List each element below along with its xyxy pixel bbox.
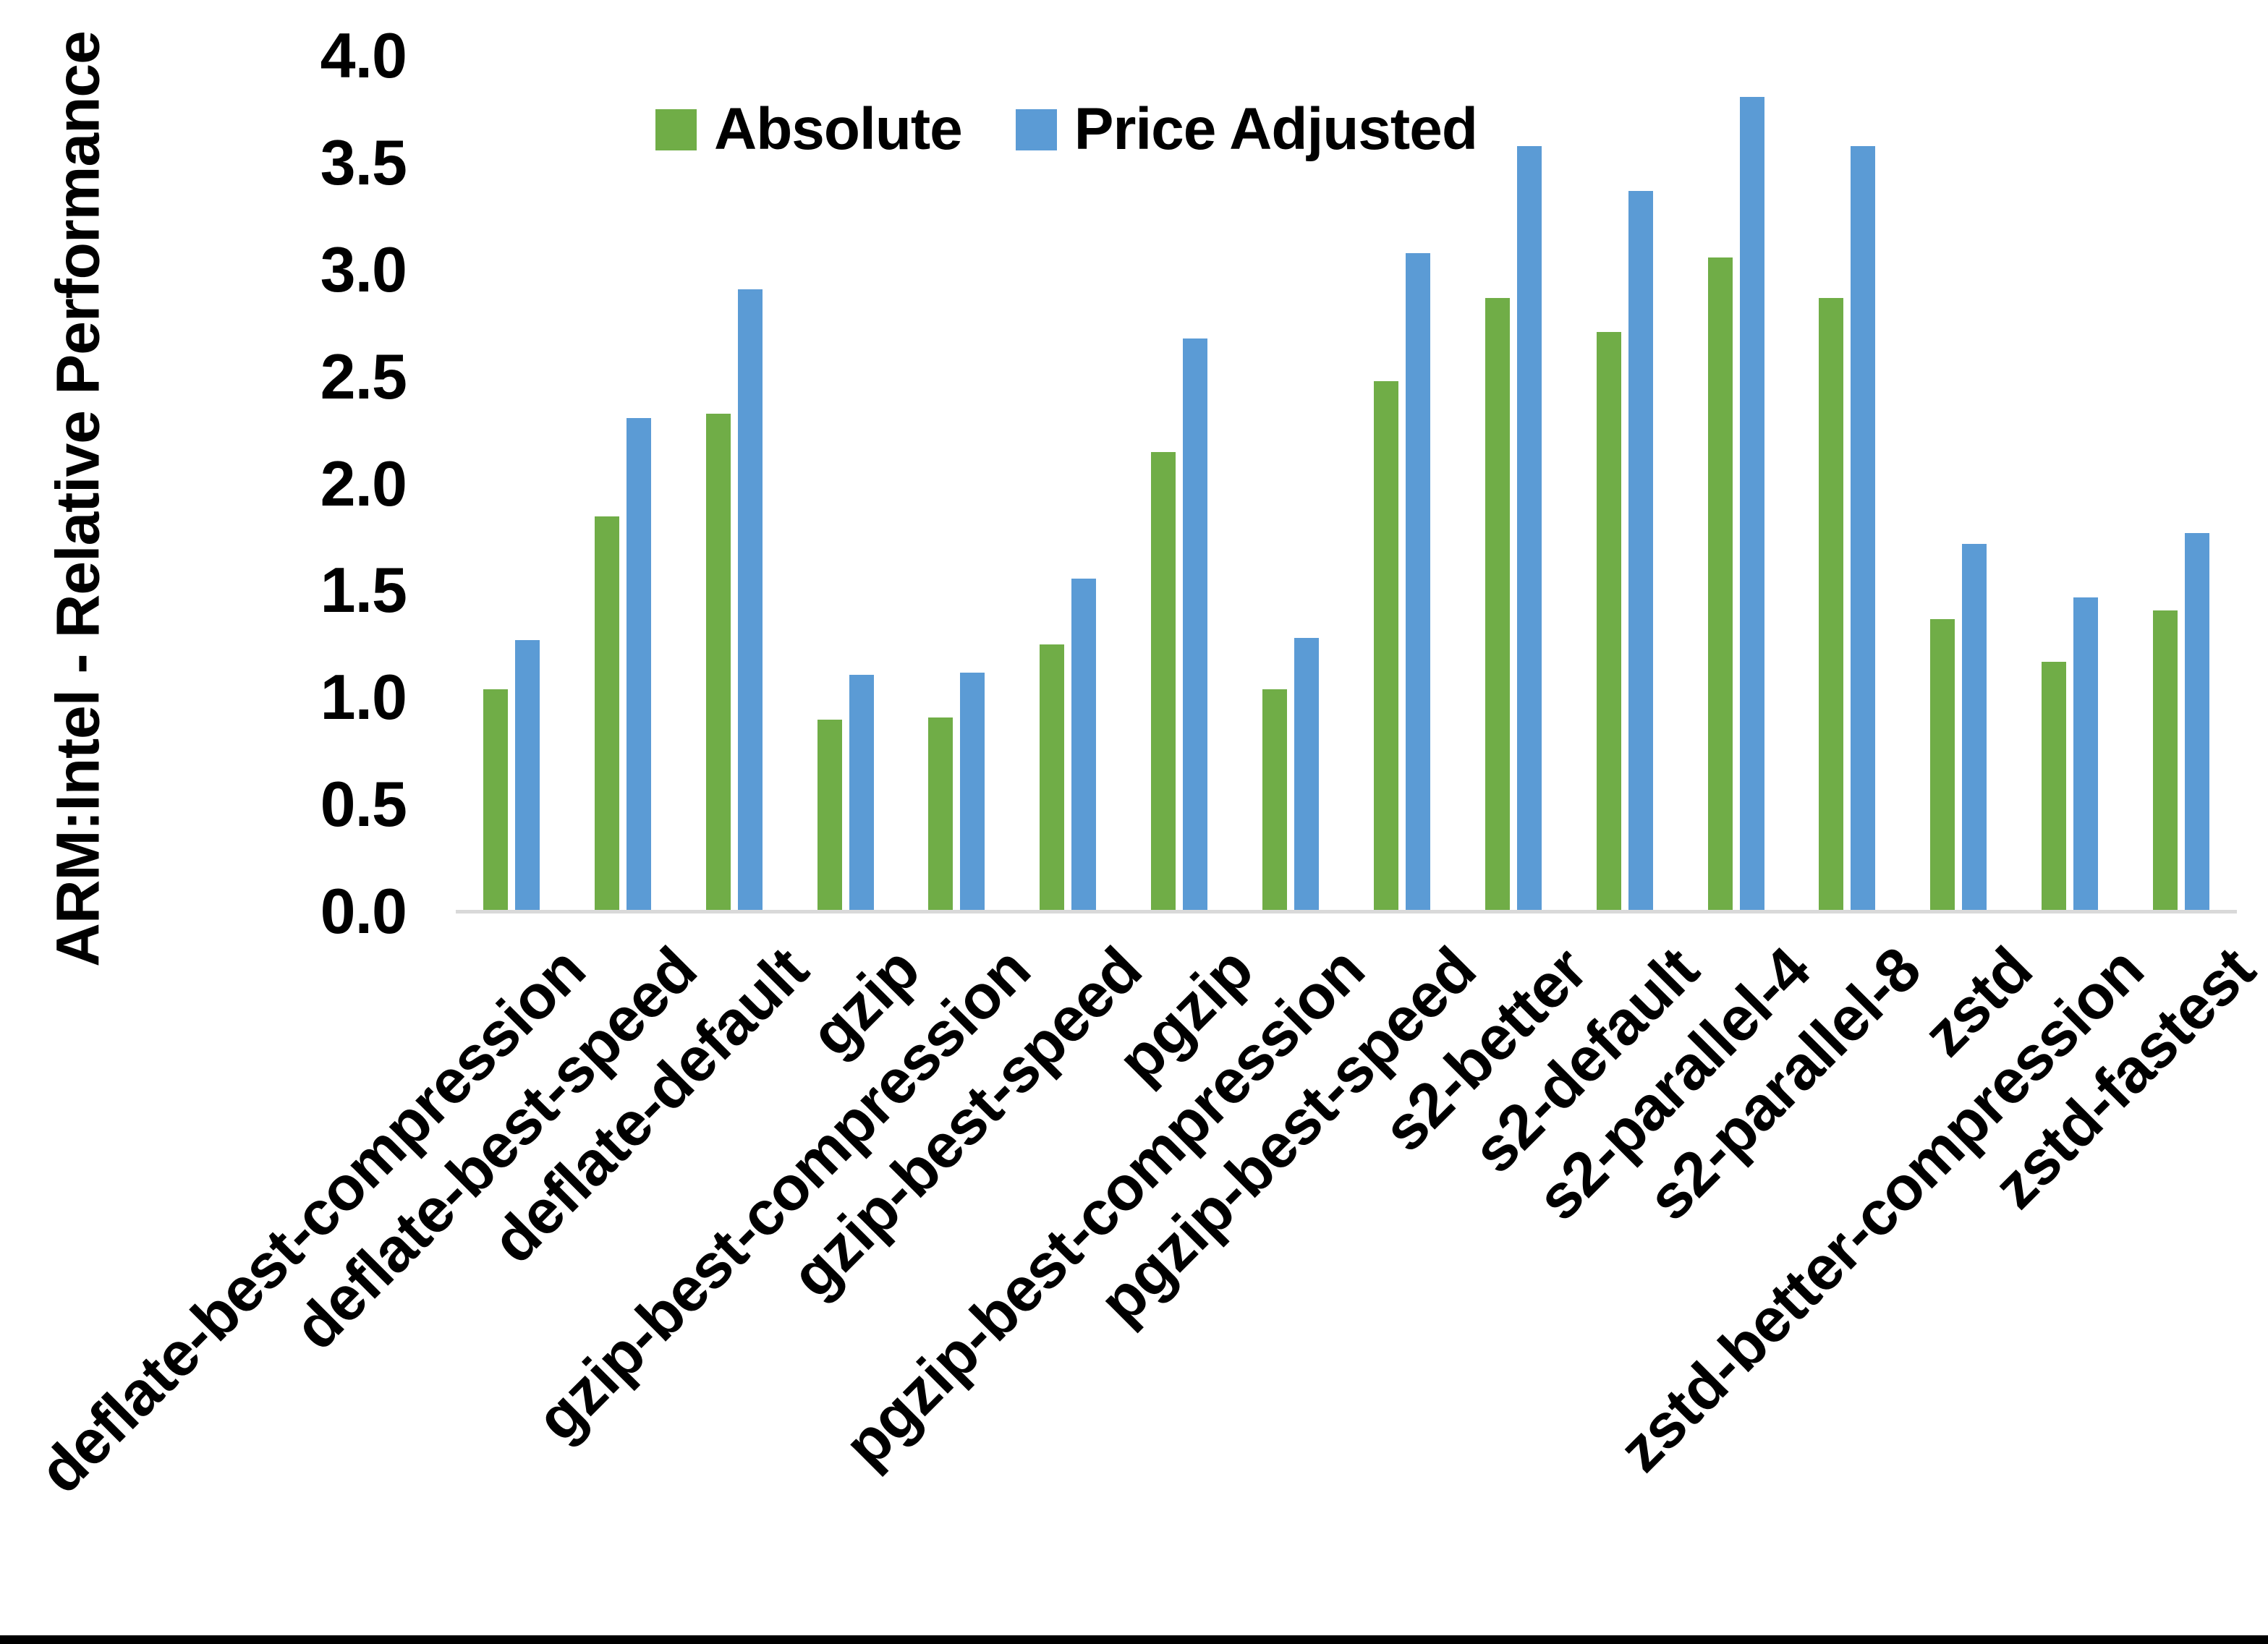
bar-price-adjusted [1740,97,1764,910]
y-tick-label: 0.0 [320,875,407,947]
bar-absolute [706,414,731,910]
bar-price-adjusted [1962,544,1987,910]
bar-absolute [1151,452,1176,910]
y-tick-label: 4.0 [320,20,407,91]
bar-absolute [1374,381,1398,910]
legend-item-absolute: Absolute [655,95,963,163]
bar-absolute [483,689,508,910]
bar-absolute [1819,298,1843,910]
bar-absolute [1262,689,1287,910]
bar-price-adjusted [1294,638,1319,910]
y-tick-label: 2.0 [320,447,407,519]
bar-price-adjusted [1517,146,1542,910]
bar-price-adjusted [2073,597,2098,910]
bar-price-adjusted [2185,533,2209,910]
bar-price-adjusted [1628,191,1653,910]
y-tick-label: 3.0 [320,233,407,305]
y-tick-label: 3.5 [320,126,407,198]
bottom-border [0,1635,2268,1644]
y-tick-label: 1.0 [320,661,407,733]
legend-item-price-adjusted: Price Adjusted [1015,95,1478,163]
bar-absolute [1040,644,1064,910]
y-tick-label: 0.5 [320,768,407,840]
y-tick-label: 2.5 [320,340,407,412]
bar-absolute [1930,619,1955,910]
bar-absolute [1708,257,1733,910]
legend-label-price-adjusted: Price Adjusted [1074,96,1478,162]
bar-absolute [928,717,953,910]
bar-absolute [817,720,842,910]
bar-absolute [1485,298,1510,910]
legend: Absolute Price Adjusted [655,95,1478,163]
bar-price-adjusted [1183,338,1207,910]
bar-absolute [595,516,619,910]
bar-absolute [2153,610,2178,910]
bar-price-adjusted [849,675,874,910]
bar-price-adjusted [627,418,651,910]
bar-price-adjusted [738,289,763,910]
y-axis-title: ARM:Intel - Relative Performance [43,31,112,967]
legend-swatch-absolute [655,108,697,150]
y-tick-label: 1.5 [320,554,407,626]
bar-price-adjusted [1071,579,1096,910]
bar-price-adjusted [960,673,985,910]
bar-absolute [2042,662,2066,910]
legend-swatch-price-adjusted [1015,108,1057,150]
bar-price-adjusted [1406,253,1430,910]
bar-price-adjusted [515,640,540,910]
x-axis-line [456,910,2237,913]
bar-absolute [1597,332,1621,910]
bar-price-adjusted [1851,146,1875,910]
legend-label-absolute: Absolute [714,96,963,162]
